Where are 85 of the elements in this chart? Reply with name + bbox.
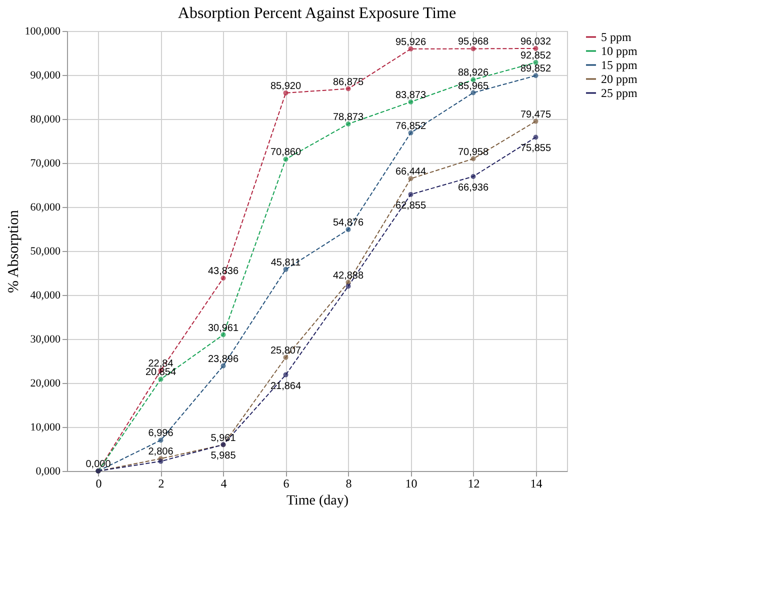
point [470, 77, 476, 82]
point [533, 73, 538, 78]
x-tick-label: 12 [468, 476, 480, 490]
point [470, 156, 476, 162]
point [346, 86, 351, 92]
data-label: 96,032 [520, 36, 552, 48]
point [283, 354, 288, 360]
data-label: 6,996 [148, 428, 174, 440]
point [470, 174, 476, 179]
legend-label: 5 ppm [601, 30, 632, 44]
point [533, 46, 538, 51]
data-label: 5,985 [210, 450, 236, 462]
y-tick-label: 60,000 [30, 202, 61, 214]
y-tick-label: 20,000 [30, 378, 61, 390]
point [408, 176, 414, 182]
x-axis-title: Time (day) [286, 494, 349, 508]
data-label: 83,873 [395, 90, 426, 101]
data-label: 88,926 [458, 68, 489, 79]
data-label: 95,926 [395, 36, 426, 48]
point [283, 266, 288, 272]
data-label: 21,864 [270, 380, 302, 392]
x-tick-label: 2 [158, 476, 164, 490]
y-tick-label: 70,000 [30, 158, 61, 170]
legend-label: 20 ppm [601, 72, 638, 86]
data-label: 70,958 [458, 146, 489, 158]
data-label: 95,968 [458, 36, 489, 48]
data-label: 54,876 [332, 218, 364, 229]
data-label: 85,965 [458, 80, 489, 92]
point [220, 276, 226, 281]
legend-label: 10 ppm [601, 44, 638, 58]
x-tick-label: 14 [530, 476, 542, 490]
point [533, 118, 538, 124]
data-label: 79,475 [520, 109, 552, 120]
legend-label: 15 ppm [601, 58, 638, 72]
point [283, 372, 288, 378]
point [158, 438, 164, 443]
data-label: 30,961 [208, 322, 239, 334]
point [408, 46, 414, 52]
y-tick-label: 30,000 [30, 334, 61, 346]
data-label: 86,875 [332, 76, 364, 88]
data-label: 85,920 [270, 80, 302, 92]
point [283, 156, 288, 162]
point [346, 227, 351, 232]
x-tick-label: 0 [96, 476, 102, 490]
chart-title: Absorption Percent Against Exposure Time [178, 5, 456, 22]
point [533, 134, 538, 140]
point [220, 363, 226, 368]
point [158, 458, 164, 464]
data-label: 70,860 [270, 147, 302, 158]
data-label: 92,852 [520, 50, 552, 62]
point [220, 332, 226, 338]
data-label: 75,855 [520, 143, 552, 154]
point [158, 376, 164, 382]
point [470, 90, 476, 96]
x-tick-label: 8 [346, 476, 352, 490]
data-label: 25,807 [270, 345, 302, 356]
data-label: 62,855 [395, 200, 426, 212]
y-tick-label: 80,000 [30, 114, 61, 126]
data-label: 76,852 [395, 120, 426, 132]
legend-label: 25 ppm [601, 86, 638, 100]
data-label: 78,873 [332, 112, 364, 123]
y-tick-label: 40,000 [30, 290, 61, 302]
x-tick-label: 4 [220, 476, 227, 490]
point [408, 192, 414, 197]
point [470, 46, 476, 52]
point [346, 121, 351, 126]
point [408, 99, 414, 104]
point [408, 130, 414, 136]
data-label: 66,936 [458, 182, 489, 194]
y-tick-label: 10,000 [30, 422, 61, 434]
data-label: 43,836 [208, 266, 239, 278]
data-label: 66,444 [395, 166, 426, 178]
x-tick-label: 10 [405, 476, 418, 490]
data-label: 2,806 [148, 446, 174, 458]
data-label: 89,852 [520, 64, 552, 75]
x-tick-label: 6 [283, 476, 290, 490]
data-label: 45,811 [270, 257, 302, 268]
y-tick-label: 100,000 [24, 26, 61, 38]
y-tick-label: 0,000 [36, 466, 61, 478]
data-label: 23,896 [208, 354, 239, 365]
point [346, 284, 351, 289]
point [283, 90, 288, 96]
y-tick-label: 90,000 [30, 70, 61, 82]
y-tick-label: 50,000 [30, 246, 61, 258]
y-axis-title: % Absorption [6, 210, 22, 293]
